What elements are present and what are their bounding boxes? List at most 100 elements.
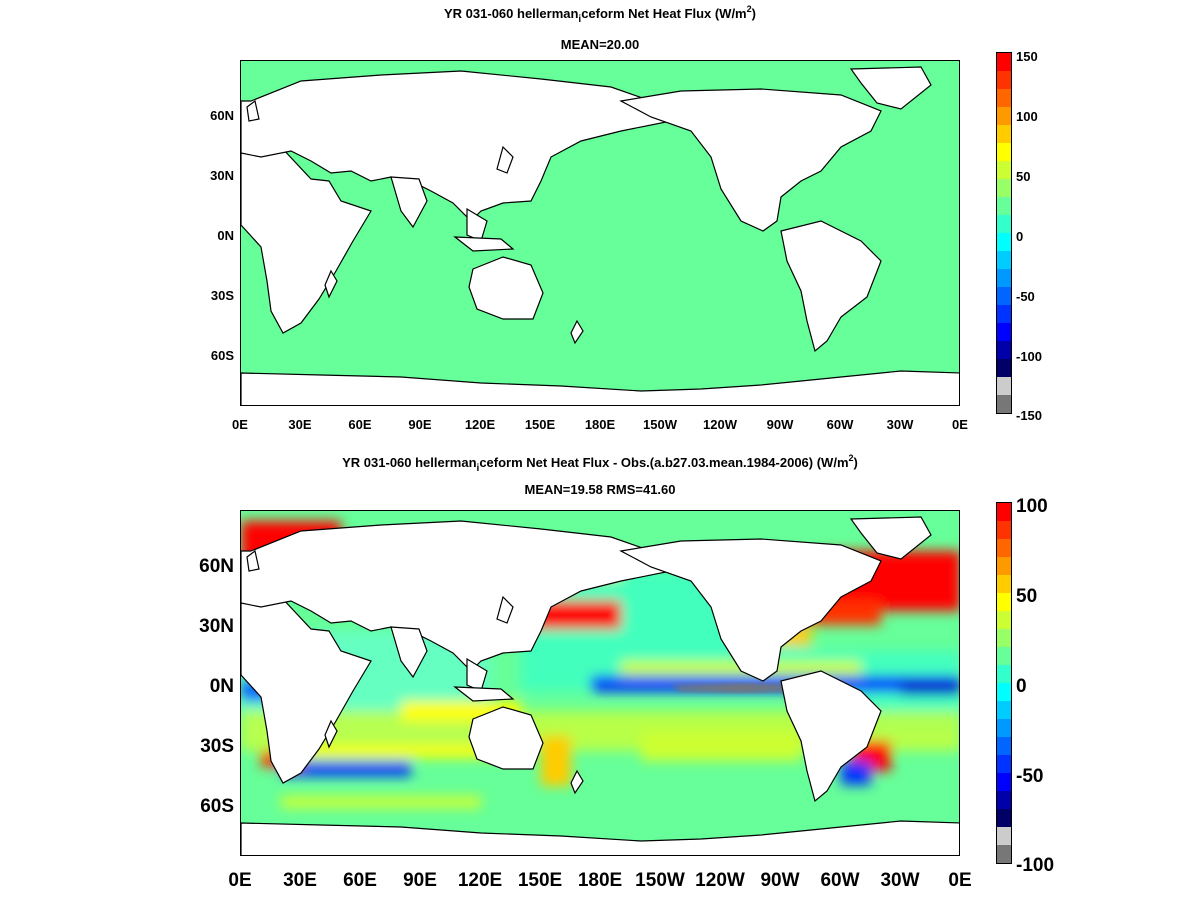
colorbar-swatch bbox=[997, 665, 1011, 683]
colorbar-swatch bbox=[997, 629, 1011, 647]
colorbar-swatch bbox=[997, 809, 1011, 827]
panel-2-title-rest: ceform Net Heat Flux - Obs.(a.b27.03.mea… bbox=[479, 455, 849, 470]
lon-label: 30W bbox=[880, 870, 920, 891]
colorbar-swatch bbox=[997, 539, 1011, 557]
colorbar-swatch bbox=[997, 701, 1011, 719]
colorbar-swatch bbox=[997, 791, 1011, 809]
colorbar-swatch bbox=[997, 611, 1011, 629]
lon-label: 90E bbox=[403, 870, 437, 891]
japan bbox=[496, 145, 514, 174]
panel-2-colorbar bbox=[996, 502, 1012, 864]
panel-2-title-superscript: 2 bbox=[848, 453, 854, 463]
lon-label: 150E bbox=[517, 870, 563, 891]
madagascar bbox=[324, 269, 338, 299]
lon-label: 120W bbox=[703, 417, 737, 432]
panel-1-title-rest: ceform Net Heat Flux (W/m bbox=[581, 6, 747, 21]
colorbar-swatch bbox=[997, 359, 1011, 377]
panel-2-title: YR 031-060 hellermaniceform Net Heat Flu… bbox=[240, 453, 960, 474]
colorbar-label: 0 bbox=[1016, 229, 1024, 244]
colorbar-swatch bbox=[997, 755, 1011, 773]
lat-label: 0N bbox=[217, 228, 234, 243]
lon-label: 90E bbox=[408, 417, 432, 432]
colorbar-swatch bbox=[997, 845, 1011, 863]
colorbar-swatch bbox=[997, 719, 1011, 737]
colorbar-swatch bbox=[997, 683, 1011, 701]
lon-label: 60W bbox=[826, 417, 854, 432]
australia bbox=[468, 256, 544, 320]
lon-label: 0E bbox=[948, 870, 972, 891]
colorbar-label: -50 bbox=[1016, 289, 1035, 304]
panel-1-title-superscript: 2 bbox=[746, 4, 752, 14]
colorbar-label: -50 bbox=[1016, 766, 1044, 787]
lon-label: 150W bbox=[635, 870, 685, 891]
lon-label: 90W bbox=[760, 870, 800, 891]
colorbar-swatch bbox=[997, 395, 1011, 413]
colorbar-label: 100 bbox=[1016, 496, 1048, 517]
colorbar-label: -100 bbox=[1016, 855, 1055, 876]
colorbar-swatch bbox=[997, 737, 1011, 755]
british-isles bbox=[246, 99, 260, 122]
colorbar-swatch bbox=[997, 233, 1011, 251]
colorbar-swatch bbox=[997, 503, 1011, 521]
panel-1-colorbar bbox=[996, 52, 1012, 414]
new-zealand bbox=[570, 769, 584, 795]
panel-2-title-main: YR 031-060 hellerman bbox=[342, 455, 477, 470]
greenland bbox=[849, 66, 932, 110]
colorbar-swatch bbox=[997, 521, 1011, 539]
lat-label: 30N bbox=[199, 616, 234, 637]
lon-label: 0E bbox=[228, 870, 252, 891]
colorbar-swatch bbox=[997, 53, 1011, 71]
panel-1-title-subscript: i bbox=[578, 14, 582, 25]
colorbar-swatch bbox=[997, 197, 1011, 215]
colorbar-swatch bbox=[997, 89, 1011, 107]
panel-2-stats: MEAN=19.58 RMS=41.60 bbox=[524, 482, 676, 497]
lon-label: 180E bbox=[577, 870, 623, 891]
colorbar-swatch bbox=[997, 305, 1011, 323]
british-isles bbox=[246, 549, 260, 572]
greenland bbox=[849, 516, 932, 560]
antarctica bbox=[241, 820, 959, 855]
colorbar-label: 50 bbox=[1016, 169, 1031, 184]
lon-label: 30E bbox=[288, 417, 312, 432]
panel-2-field-svg bbox=[241, 511, 959, 855]
lon-label: 60E bbox=[343, 870, 377, 891]
panel-1-title-close: ) bbox=[751, 6, 756, 21]
lon-label: 30W bbox=[886, 417, 914, 432]
panel-2-map bbox=[240, 510, 960, 856]
north-america bbox=[619, 88, 882, 232]
colorbar-swatch bbox=[997, 593, 1011, 611]
colorbar-swatch bbox=[997, 341, 1011, 359]
colorbar-swatch bbox=[997, 773, 1011, 791]
colorbar-swatch bbox=[997, 143, 1011, 161]
colorbar-swatch bbox=[997, 377, 1011, 395]
lon-label: 30E bbox=[283, 870, 317, 891]
colorbar-swatch bbox=[997, 251, 1011, 269]
south-america bbox=[780, 670, 882, 803]
colorbar-swatch bbox=[997, 161, 1011, 179]
lon-label: 150E bbox=[524, 417, 556, 432]
eurasia bbox=[241, 520, 673, 672]
lon-label: 60W bbox=[820, 870, 860, 891]
africa bbox=[241, 146, 372, 334]
colorbar-label: 50 bbox=[1016, 586, 1038, 607]
colorbar-swatch bbox=[997, 647, 1011, 665]
lon-label: 60E bbox=[348, 417, 372, 432]
lon-label: 0E bbox=[232, 417, 248, 432]
colorbar-label: 150 bbox=[1016, 49, 1038, 64]
lat-label: 0N bbox=[209, 676, 234, 697]
indonesia bbox=[453, 686, 515, 702]
lat-label: 60N bbox=[210, 108, 234, 123]
panel-1-map bbox=[240, 60, 960, 406]
antarctica bbox=[241, 370, 959, 405]
colorbar-label: 0 bbox=[1016, 676, 1027, 697]
north-america bbox=[619, 538, 882, 682]
cold-tongue bbox=[671, 683, 801, 693]
colorbar-label: -100 bbox=[1016, 349, 1043, 364]
lat-label: 30S bbox=[200, 736, 234, 757]
india bbox=[390, 626, 428, 679]
lon-label: 90W bbox=[766, 417, 794, 432]
colorbar-swatch bbox=[997, 827, 1011, 845]
lat-label: 30S bbox=[210, 288, 234, 303]
colorbar-swatch bbox=[997, 107, 1011, 125]
colorbar-label: -150 bbox=[1016, 408, 1043, 423]
